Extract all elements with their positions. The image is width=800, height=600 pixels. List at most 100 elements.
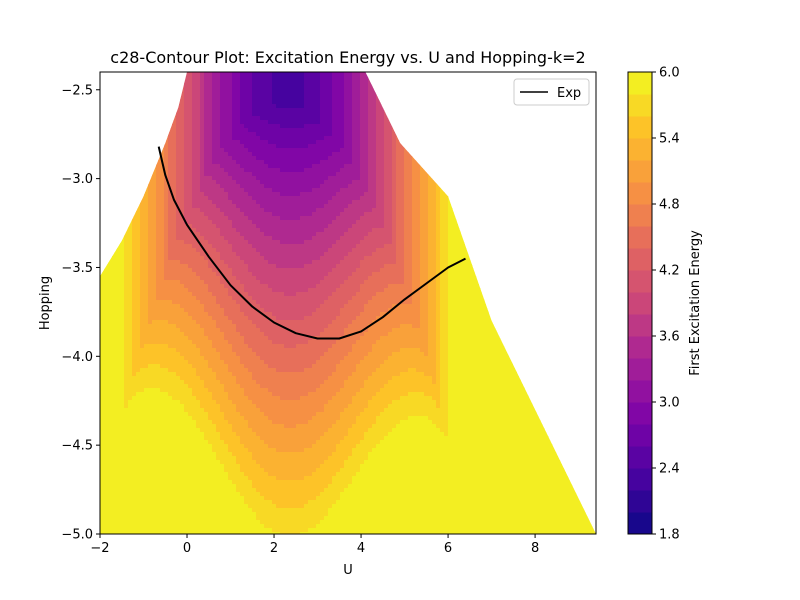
contour-cell xyxy=(264,216,269,221)
contour-cell xyxy=(180,232,185,237)
contour-cell xyxy=(396,148,401,153)
contour-cell xyxy=(236,200,241,205)
contour-cell xyxy=(260,88,265,93)
contour-cell xyxy=(244,100,249,105)
contour-cell xyxy=(248,72,253,77)
contour-cell xyxy=(312,212,317,217)
contour-cell xyxy=(360,92,365,97)
contour-cell xyxy=(364,220,369,225)
contour-cell xyxy=(400,180,405,185)
contour-cell xyxy=(316,80,321,85)
contour-cell xyxy=(360,128,365,133)
contour-cell xyxy=(336,72,341,77)
contour-cell xyxy=(152,228,157,233)
contour-cell xyxy=(252,180,257,185)
contour-cell xyxy=(276,216,281,221)
contour-cell xyxy=(348,148,353,153)
contour-cell xyxy=(412,180,417,185)
contour-cell xyxy=(380,180,385,185)
contour-cell xyxy=(212,212,217,217)
contour-cell xyxy=(292,224,297,229)
contour-cell xyxy=(320,184,325,189)
contour-cell xyxy=(180,164,185,169)
contour-cell xyxy=(328,212,333,217)
contour-cell xyxy=(324,76,329,81)
contour-cell xyxy=(304,220,309,225)
contour-cell xyxy=(196,92,201,97)
contour-cell xyxy=(364,180,369,185)
contour-cell xyxy=(380,144,385,149)
contour-cell xyxy=(192,104,197,109)
contour-cell xyxy=(312,200,317,205)
contour-cell xyxy=(352,112,357,117)
contour-cell xyxy=(188,156,193,161)
contour-cell xyxy=(156,212,161,217)
contour-cell xyxy=(432,212,437,217)
contour-cell xyxy=(284,172,289,177)
contour-cell xyxy=(332,120,337,125)
contour-cell xyxy=(188,88,193,93)
contour-cell xyxy=(308,188,313,193)
contour-cell xyxy=(368,224,373,229)
contour-cell xyxy=(232,164,237,169)
contour-cell xyxy=(424,184,429,189)
contour-cell xyxy=(212,100,217,105)
contour-cell xyxy=(276,180,281,185)
contour-cell xyxy=(344,160,349,165)
contour-cell xyxy=(256,208,261,213)
contour-cell xyxy=(444,200,449,205)
contour-cell xyxy=(264,80,269,85)
contour-cell xyxy=(276,88,281,93)
contour-cell xyxy=(280,212,285,217)
contour-cell xyxy=(216,228,221,233)
contour-cell xyxy=(360,80,365,85)
contour-cell xyxy=(280,172,285,177)
contour-cell xyxy=(352,104,357,109)
contour-cell xyxy=(180,192,185,197)
contour-cell xyxy=(168,176,173,181)
contour-cell xyxy=(196,128,201,133)
contour-cell xyxy=(188,196,193,201)
contour-cell xyxy=(304,152,309,157)
contour-cell xyxy=(224,200,229,205)
contour-cell xyxy=(220,156,225,161)
contour-cell xyxy=(388,180,393,185)
contour-cell xyxy=(132,232,137,237)
contour-cell xyxy=(168,144,173,149)
contour-cell xyxy=(232,104,237,109)
contour-cell xyxy=(308,152,313,157)
contour-cell xyxy=(228,92,233,97)
contour-cell xyxy=(248,208,253,213)
contour-cell xyxy=(408,204,413,209)
contour-cell xyxy=(172,184,177,189)
contour-cell xyxy=(212,92,217,97)
contour-cell xyxy=(316,188,321,193)
contour-cell xyxy=(264,228,269,233)
contour-cell xyxy=(400,160,405,165)
contour-cell xyxy=(384,192,389,197)
contour-cell xyxy=(316,128,321,133)
contour-cell xyxy=(448,228,453,233)
contour-cell xyxy=(152,220,157,225)
contour-cell xyxy=(140,200,145,205)
contour-cell xyxy=(256,200,261,205)
contour-cell xyxy=(216,208,221,213)
contour-cell xyxy=(352,80,357,85)
contour-cell xyxy=(360,184,365,189)
contour-cell xyxy=(252,228,257,233)
contour-cell xyxy=(204,136,209,141)
contour-cell xyxy=(388,136,393,141)
contour-cell xyxy=(340,104,345,109)
contour-cell xyxy=(296,188,301,193)
contour-cell xyxy=(360,204,365,209)
contour-cell xyxy=(164,224,169,229)
contour-cell xyxy=(244,220,249,225)
contour-cell xyxy=(452,216,457,221)
contour-cell xyxy=(196,168,201,173)
contour-cell xyxy=(180,116,185,121)
contour-cell xyxy=(352,188,357,193)
contour-cell xyxy=(316,200,321,205)
contour-cell xyxy=(308,72,313,77)
contour-cell xyxy=(196,156,201,161)
contour-cell xyxy=(260,176,265,181)
